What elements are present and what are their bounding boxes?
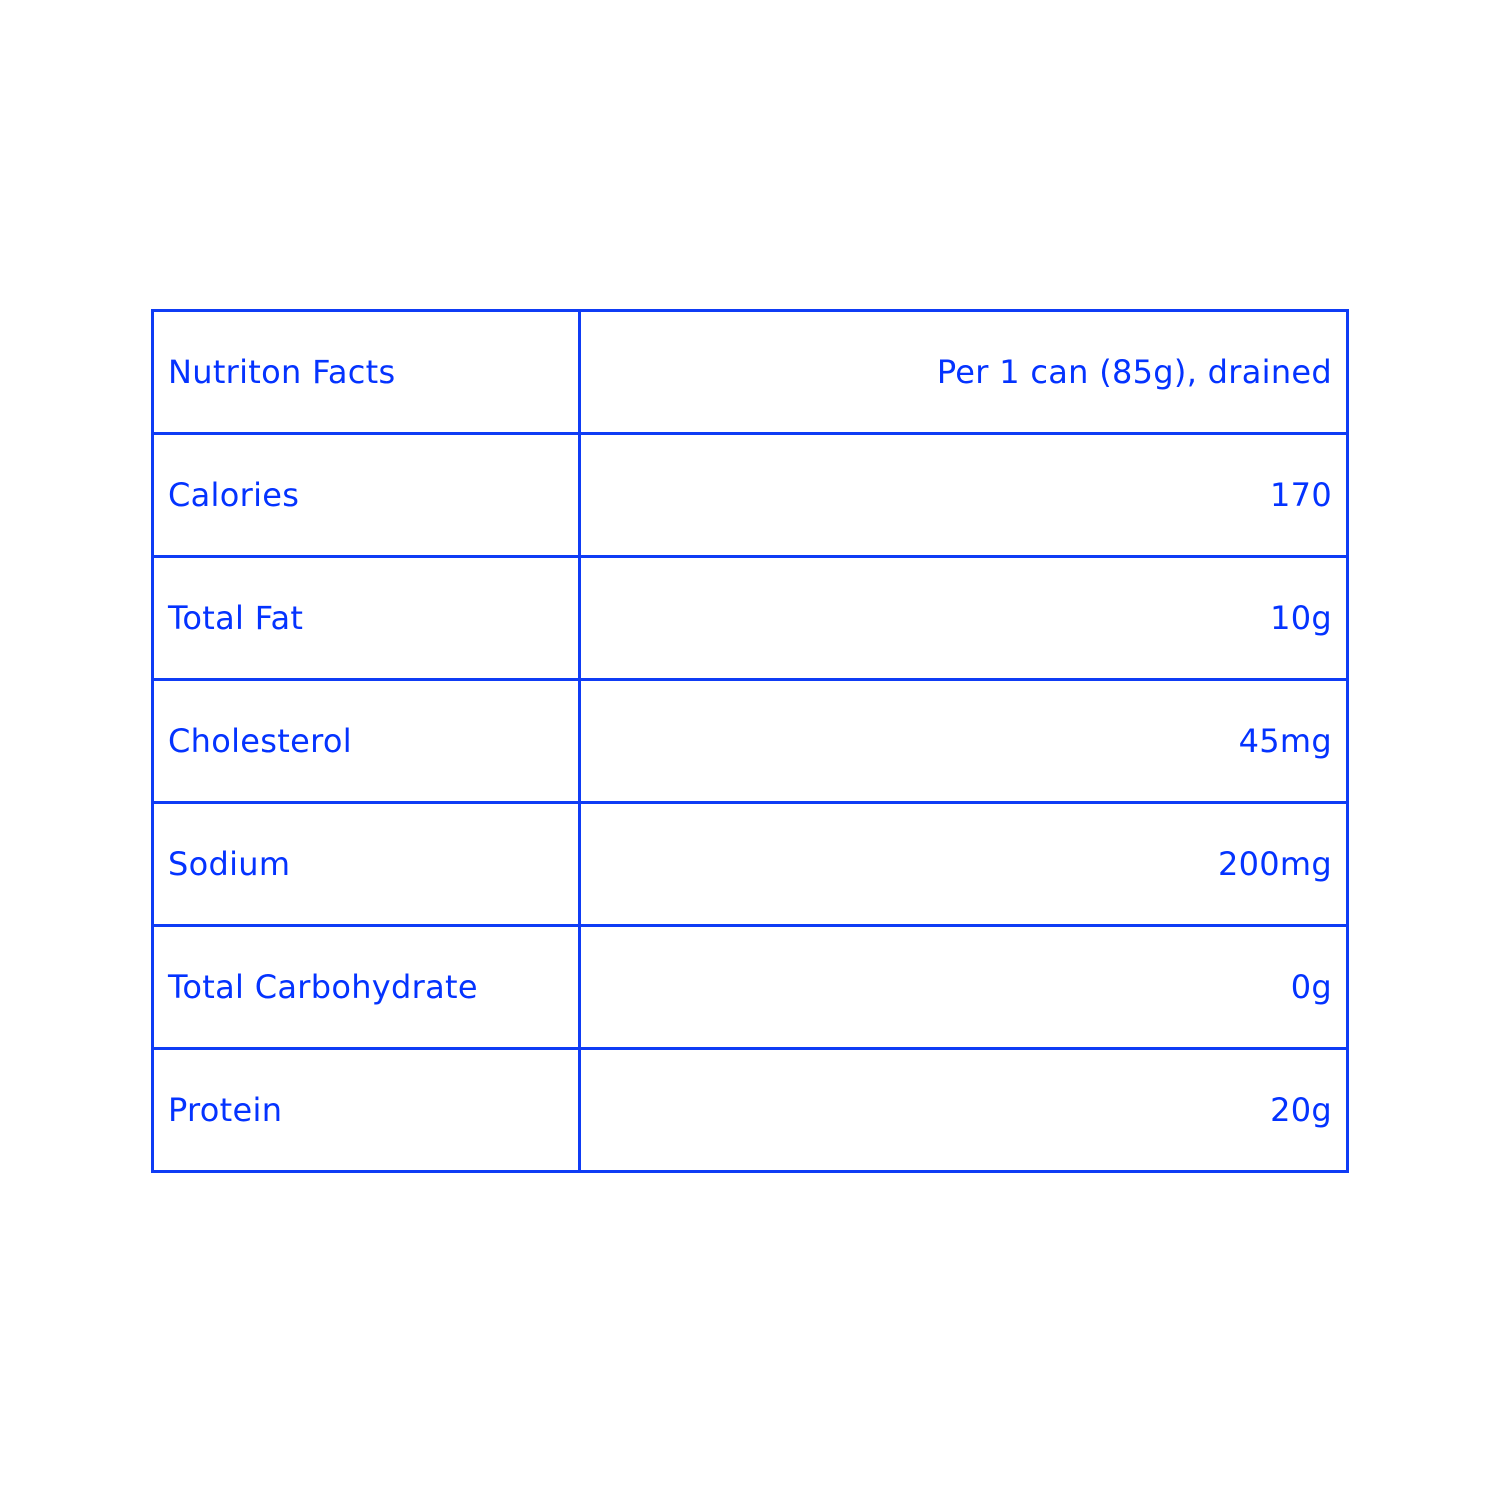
nutrient-value: 170 [578, 432, 1349, 558]
table-row: Total Fat 10g [151, 555, 1349, 681]
header-serving-size: Per 1 can (85g), drained [578, 309, 1349, 435]
nutrient-label: Calories [151, 432, 581, 558]
nutrient-label: Total Carbohydrate [151, 924, 581, 1050]
nutrient-label: Protein [151, 1047, 581, 1173]
table-row: Calories 170 [151, 432, 1349, 558]
nutrient-value: 200mg [578, 801, 1349, 927]
table-row: Total Carbohydrate 0g [151, 924, 1349, 1050]
nutrient-value: 45mg [578, 678, 1349, 804]
nutrient-label: Cholesterol [151, 678, 581, 804]
nutrient-label: Total Fat [151, 555, 581, 681]
nutrient-label: Sodium [151, 801, 581, 927]
nutrient-value: 10g [578, 555, 1349, 681]
header-label: Nutriton Facts [151, 309, 581, 435]
nutrition-facts-table: Nutriton Facts Per 1 can (85g), drained … [151, 309, 1349, 1173]
nutrient-value: 20g [578, 1047, 1349, 1173]
table-row: Cholesterol 45mg [151, 678, 1349, 804]
table-body: Nutriton Facts Per 1 can (85g), drained … [151, 309, 1349, 1173]
nutrient-value: 0g [578, 924, 1349, 1050]
table-row: Protein 20g [151, 1047, 1349, 1173]
table-row: Sodium 200mg [151, 801, 1349, 927]
table-header-row: Nutriton Facts Per 1 can (85g), drained [151, 309, 1349, 435]
